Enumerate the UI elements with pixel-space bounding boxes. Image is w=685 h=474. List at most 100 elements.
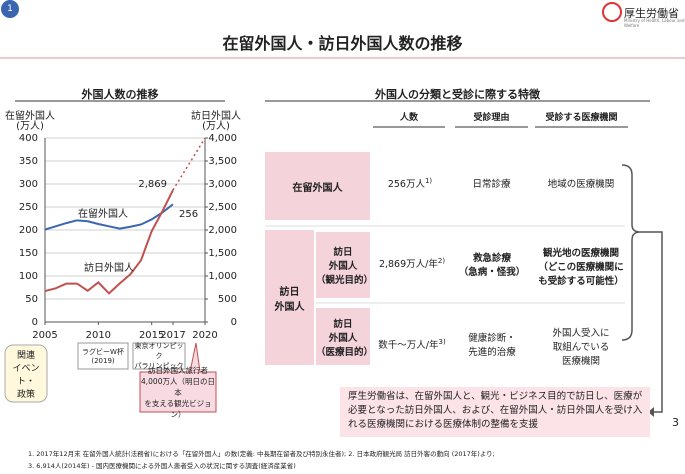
y2-tick-label: 3,000 [208,179,237,190]
note: 1) [424,176,433,185]
count-text: 256万人 [387,179,425,190]
text-line: （医療目的） [316,346,374,358]
text-line: 4,000万人（明日の日本 [141,376,215,397]
group-label: 訪日 外国人 [265,230,314,365]
text-line: 健康診断・ [468,333,516,344]
chart-title: 外国人数の推移 [81,88,159,101]
event-box [77,342,129,370]
text-line: 観光地の医療機関 [542,248,619,259]
text-line: イベント・ [12,363,40,387]
event-label: 関連 イベント・ 政策 [5,345,47,402]
row-label: 訪日 外国人 （医療目的） [316,308,374,365]
reason: 健康診断・先進的治療 [452,330,532,358]
text-line: を支える観光ビジョン） [144,398,212,419]
page-badge: 1 [7,4,13,14]
series-line [44,203,174,231]
y2-tick-label: 1,000 [208,271,237,282]
x-tick-label: 2017 [160,330,185,341]
event: ラグビーW杯 (2019) [78,343,128,369]
y2-tick-label: 3,500 [208,156,237,167]
reason: 救急診療 （急病・怪我） [452,250,532,278]
ministry-en: Ministry of Health, Labour and Welfare [624,18,685,28]
text-line: 外国人 [328,332,358,344]
column-header: 人数 [399,113,418,123]
y-tick-label: 150 [19,248,38,259]
text-line: 訪日 [279,286,300,298]
event: 東京オリンピックパラリンピック [133,342,185,370]
text-line: (2019) [91,357,115,365]
text-line: ラグビーW杯 [82,348,124,356]
ministry: 厚生労働省 [624,7,679,20]
text-line: 外国人 [274,301,305,313]
page-number: 3 [672,416,679,429]
row-label: 訪日外国人 （観光目的） [316,232,374,298]
text-line: 取組んでいる [552,342,610,353]
y-tick-label: 50 [25,294,38,305]
badge [1,0,19,18]
row-label: 在留外国人 [265,152,370,220]
text-line: 救急診療 [472,253,511,264]
y-tick-label: 100 [19,271,38,282]
text-line: 東京オリンピック [134,342,184,360]
callout: 訪日外国人旅行者 4,000万人（明日の日本 を支える観光ビジョン） [140,366,216,419]
count-text: 数千～万人/年 [378,340,439,351]
series-name: 在留外国人 [78,207,128,220]
facility: 観光地の医療機関 （どこの医療機関に も受診する可能性） [532,245,630,287]
y-tick-label: 200 [19,225,38,236]
text-line: 在留外国人 [292,182,343,194]
title: 在留外国人・訪日外国人数の推移 [222,34,463,53]
series-name: 訪日外国人 [84,261,134,274]
text-line: パラリンピック [134,362,184,370]
y-tick-label: 0 [32,317,38,328]
x-tick-label: 2005 [32,330,57,341]
y2-tick-label: 500 [218,294,237,305]
y2-tick-label: 4,000 [208,133,237,144]
callout-pointer [189,342,201,373]
column-header: 受診理由 [473,113,510,123]
x-tick-label: 2015 [139,330,164,341]
callout-box [139,371,217,413]
arrow-head [648,407,654,417]
y-tick-label: 400 [19,133,38,144]
y-tick-label: 300 [19,179,38,190]
count-text: 2,869万人/年 [378,259,438,270]
reason: 日常診療 [455,176,528,190]
x-tick-label: 2010 [86,330,111,341]
projection-line [172,137,206,191]
arrow [640,231,663,413]
value-label: 256 [179,209,198,220]
text-line: 外国人受入に [552,328,610,339]
text-line: 先進的治療 [468,347,516,358]
text-line: 政策 [16,389,35,400]
text-line: 外国人 [328,261,358,272]
y2-tick-label: 0 [231,317,237,328]
y-tick-label: 250 [19,202,38,213]
note: 2) [437,256,446,265]
y2-tick-label: 1,500 [208,248,237,259]
y-axis-label: (万人) [16,120,44,132]
facility: 外国人受入に 取組んでいる 医療機関 [532,325,630,367]
summary: 厚生労働省は、在留外国人と、観光・ビジネス目的で訪日し、医療が必要となった訪日外… [348,391,643,430]
text-line: 訪日外国人旅行者 [148,365,208,375]
table-title: 外国人の分類と受診に際する特徴 [375,88,540,101]
text-line: 訪日 [333,247,353,258]
text-line: （観光目的） [316,275,374,286]
logo [602,2,622,22]
y2-axis-label: (万人) [202,120,230,132]
column-header: 受診する医療機関 [545,113,618,123]
text-line: も受診する可能性） [538,276,624,287]
footnote: 1. 2017年12月末 在留外国人統計(法務省)における「在留外国人」の数(定… [28,450,495,458]
text-line: （どこの医療機関に [538,262,624,273]
y2-tick-label: 2,500 [208,202,237,213]
y2-tick-label: 2,000 [208,225,237,236]
text-line: （急病・怪我） [458,267,526,278]
facility: 地域の医療機関 [532,176,630,190]
summary-box [340,387,650,437]
series-line [44,189,174,295]
count: 2,869万人/年2) [370,256,454,270]
count: 256万人1) [370,176,450,190]
event-box [132,342,186,370]
event-label-box [4,344,48,403]
